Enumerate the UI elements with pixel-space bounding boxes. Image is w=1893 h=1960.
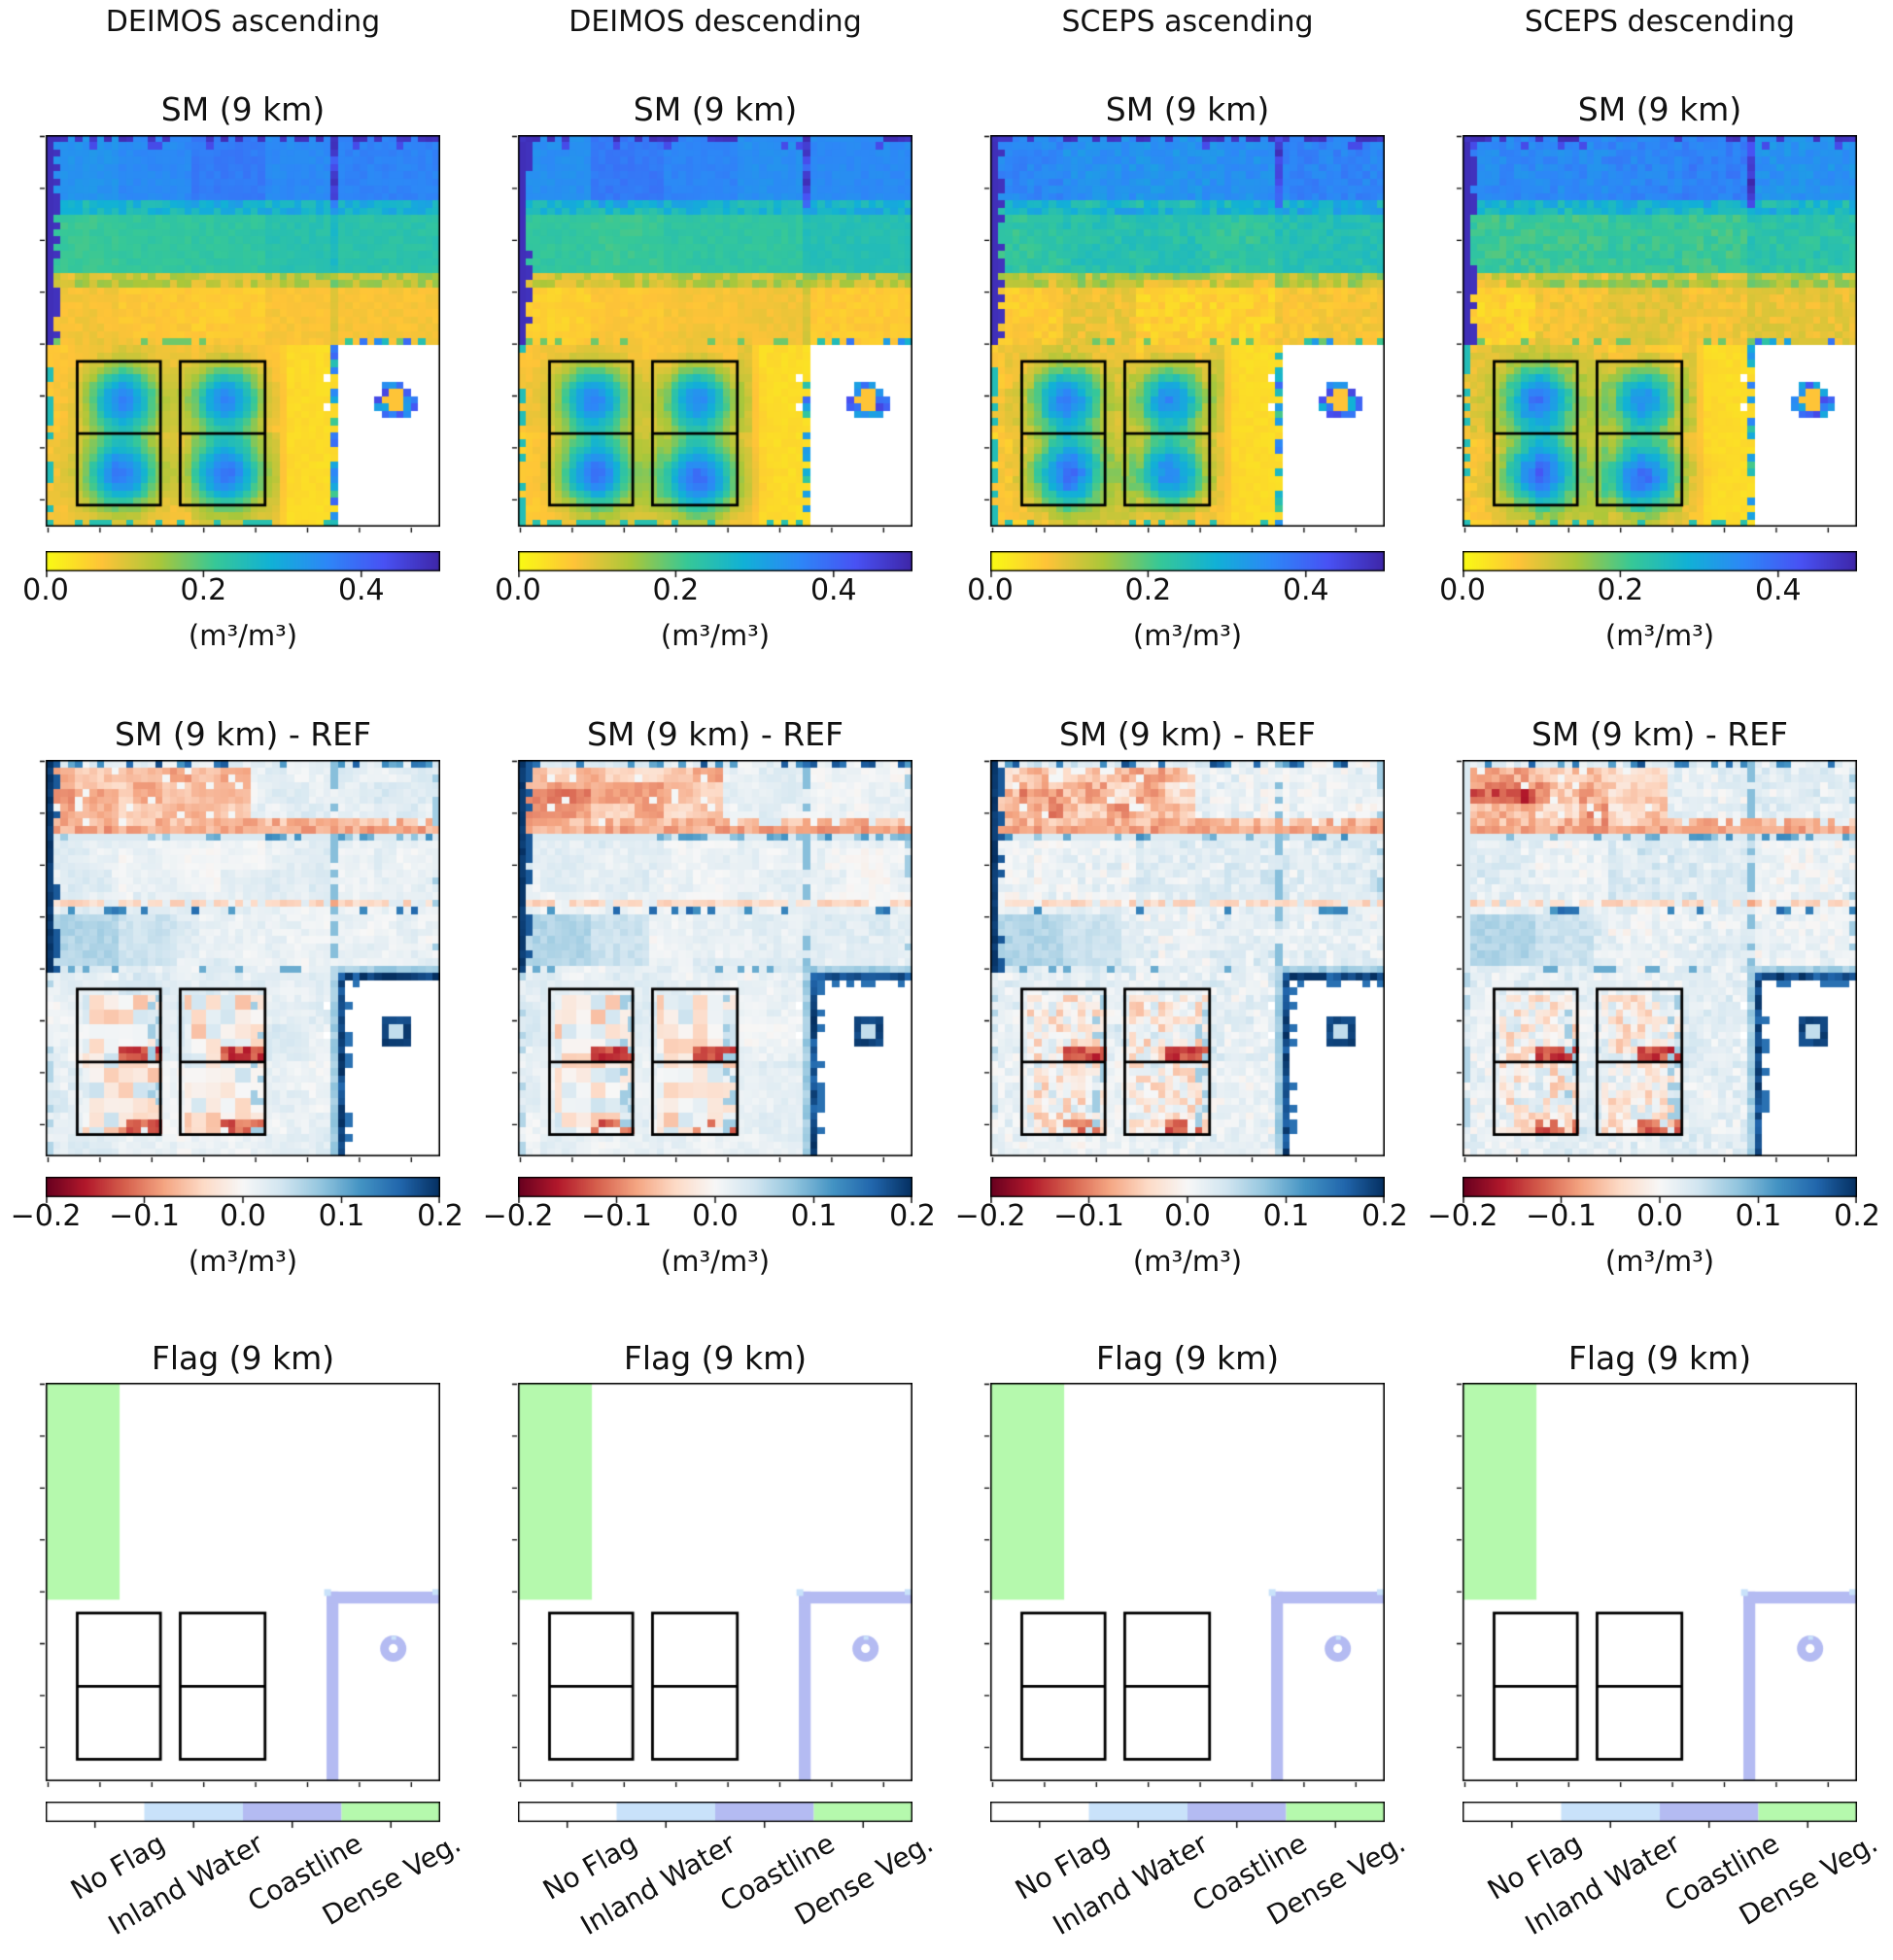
colorbar-tick-label: −0.1 bbox=[1053, 1199, 1124, 1233]
map-canvas bbox=[982, 135, 1385, 534]
colorbar-tick-label: −0.2 bbox=[954, 1199, 1026, 1233]
colorbar-tick-label: 0.4 bbox=[809, 573, 857, 607]
panel-title: SM (9 km) bbox=[633, 90, 798, 128]
map-panel: Flag (9 km) No Flag Inland Water Coastline… bbox=[982, 0, 1411, 1960]
panel-title: SM (9 km) - REF bbox=[114, 715, 372, 753]
map-panel: SM (9 km) - REF −0.2 −0.1 0.0 0.1 0.2 (m³/m³… bbox=[1428, 0, 1880, 1960]
colorbar-tick-label: 0.1 bbox=[1262, 1199, 1310, 1233]
colorbar-tick-label: −0.2 bbox=[1427, 1199, 1498, 1233]
colorbar bbox=[990, 551, 1385, 578]
colorbar bbox=[46, 1802, 440, 1829]
column-header-sceps-descending: SCEPS descending bbox=[1524, 5, 1796, 39]
map-canvas bbox=[1455, 1383, 1857, 1789]
panel-title: Flag (9 km) bbox=[1567, 1339, 1752, 1377]
colorbar bbox=[990, 1802, 1385, 1829]
colorbar-tick-label: 0.1 bbox=[318, 1199, 365, 1233]
colorbar bbox=[46, 551, 440, 578]
colorbar-tick-label: 0.0 bbox=[1439, 573, 1486, 607]
colorbar-tick-label: −0.1 bbox=[109, 1199, 180, 1233]
colorbar bbox=[518, 1802, 912, 1829]
column-header-sceps-ascending: SCEPS ascending bbox=[1061, 5, 1314, 39]
colorbar-tick-label: 0.2 bbox=[1834, 1199, 1880, 1233]
colorbar-tick-label: 0.0 bbox=[1636, 1199, 1683, 1233]
colorbar-unit-label: (m³/m³) bbox=[188, 1245, 298, 1278]
map-panel: SM (9 km) 0.0 0.2 0.4 (m³/m³) bbox=[1439, 0, 1857, 1960]
colorbar-unit-label: (m³/m³) bbox=[1132, 1245, 1243, 1278]
colorbar bbox=[1463, 1802, 1857, 1829]
colorbar-tick-label: 0.2 bbox=[652, 573, 700, 607]
colorbar-tick-label: 0.4 bbox=[1754, 573, 1802, 607]
colorbar-tick-label: 0.1 bbox=[1735, 1199, 1782, 1233]
colorbar-tick-label: 0.2 bbox=[180, 573, 227, 607]
colorbar-unit-label: (m³/m³) bbox=[660, 1245, 771, 1278]
colorbar-tick-label: 0.2 bbox=[889, 1199, 936, 1233]
colorbar-unit-label: (m³/m³) bbox=[1604, 1245, 1715, 1278]
panel-title: Flag (9 km) bbox=[623, 1339, 808, 1377]
colorbar-tick-label: 0.2 bbox=[1361, 1199, 1408, 1233]
map-panel: SM (9 km) 0.0 0.2 0.4 (m³/m³) bbox=[967, 0, 1385, 1960]
colorbar bbox=[990, 1177, 1385, 1204]
colorbar-tick-label: 0.0 bbox=[22, 573, 69, 607]
colorbar bbox=[1463, 1177, 1857, 1204]
map-panel: SM (9 km) 0.0 0.2 0.4 (m³/m³) bbox=[495, 0, 912, 1960]
map-canvas bbox=[38, 135, 440, 534]
colorbar bbox=[518, 551, 912, 578]
colorbar-tick-label: −0.2 bbox=[482, 1199, 554, 1233]
colorbar-tick-label: −0.1 bbox=[1526, 1199, 1597, 1233]
map-panel: SM (9 km) - REF −0.2 −0.1 0.0 0.1 0.2 (m³/m³… bbox=[483, 0, 936, 1960]
panel-title: SM (9 km) - REF bbox=[586, 715, 844, 753]
colorbar bbox=[1463, 551, 1857, 578]
column-header-deimos-ascending: DEIMOS ascending bbox=[105, 5, 381, 39]
colorbar-tick-label: 0.2 bbox=[417, 1199, 464, 1233]
panel-title: SM (9 km) - REF bbox=[1531, 715, 1789, 753]
colorbar-tick-label: 0.0 bbox=[495, 573, 541, 607]
map-canvas bbox=[982, 1383, 1385, 1789]
panel-title: Flag (9 km) bbox=[151, 1339, 335, 1377]
map-panel: SM (9 km) 0.0 0.2 0.4 (m³/m³) bbox=[22, 0, 440, 1960]
colorbar-tick-label: 0.0 bbox=[220, 1199, 266, 1233]
map-panel: SM (9 km) - REF −0.2 −0.1 0.0 0.1 0.2 (m³/m³… bbox=[955, 0, 1408, 1960]
colorbar-unit-label: (m³/m³) bbox=[188, 619, 298, 652]
map-canvas bbox=[510, 1383, 912, 1789]
colorbar-tick-label: 0.0 bbox=[692, 1199, 739, 1233]
map-panel: Flag (9 km) No Flag Inland Water Coastline… bbox=[1455, 0, 1883, 1960]
map-canvas bbox=[982, 760, 1385, 1164]
colorbar bbox=[518, 1177, 912, 1204]
colorbar-tick-label: −0.2 bbox=[10, 1199, 82, 1233]
map-panel: Flag (9 km) No Flag Inland Water Coastline… bbox=[38, 0, 466, 1960]
colorbar-unit-label: (m³/m³) bbox=[1604, 619, 1715, 652]
colorbar-tick-label: 0.1 bbox=[790, 1199, 838, 1233]
panel-title: SM (9 km) - REF bbox=[1058, 715, 1317, 753]
colorbar-unit-label: (m³/m³) bbox=[1132, 619, 1243, 652]
map-canvas bbox=[38, 760, 440, 1164]
colorbar-tick-label: 0.4 bbox=[337, 573, 385, 607]
column-header-deimos-descending: DEIMOS descending bbox=[568, 5, 862, 39]
map-panel: SM (9 km) - REF −0.2 −0.1 0.0 0.1 0.2 (m³/m³… bbox=[11, 0, 464, 1960]
panel-title: Flag (9 km) bbox=[1095, 1339, 1280, 1377]
colorbar-tick-label: 0.4 bbox=[1282, 573, 1329, 607]
panel-title: SM (9 km) bbox=[160, 90, 326, 128]
map-canvas bbox=[1455, 760, 1857, 1164]
map-canvas bbox=[1455, 135, 1857, 534]
panel-title: SM (9 km) bbox=[1577, 90, 1742, 128]
map-panel: Flag (9 km) No Flag Inland Water Coastline… bbox=[510, 0, 939, 1960]
map-canvas bbox=[510, 760, 912, 1164]
colorbar bbox=[46, 1177, 440, 1204]
map-canvas bbox=[38, 1383, 440, 1789]
colorbar-tick-label: 0.2 bbox=[1597, 573, 1644, 607]
colorbar-tick-label: 0.0 bbox=[1164, 1199, 1211, 1233]
colorbar-unit-label: (m³/m³) bbox=[660, 619, 771, 652]
colorbar-tick-label: 0.2 bbox=[1124, 573, 1172, 607]
map-canvas bbox=[510, 135, 912, 534]
panel-title: SM (9 km) bbox=[1105, 90, 1270, 128]
colorbar-tick-label: 0.0 bbox=[967, 573, 1014, 607]
colorbar-tick-label: −0.1 bbox=[581, 1199, 652, 1233]
